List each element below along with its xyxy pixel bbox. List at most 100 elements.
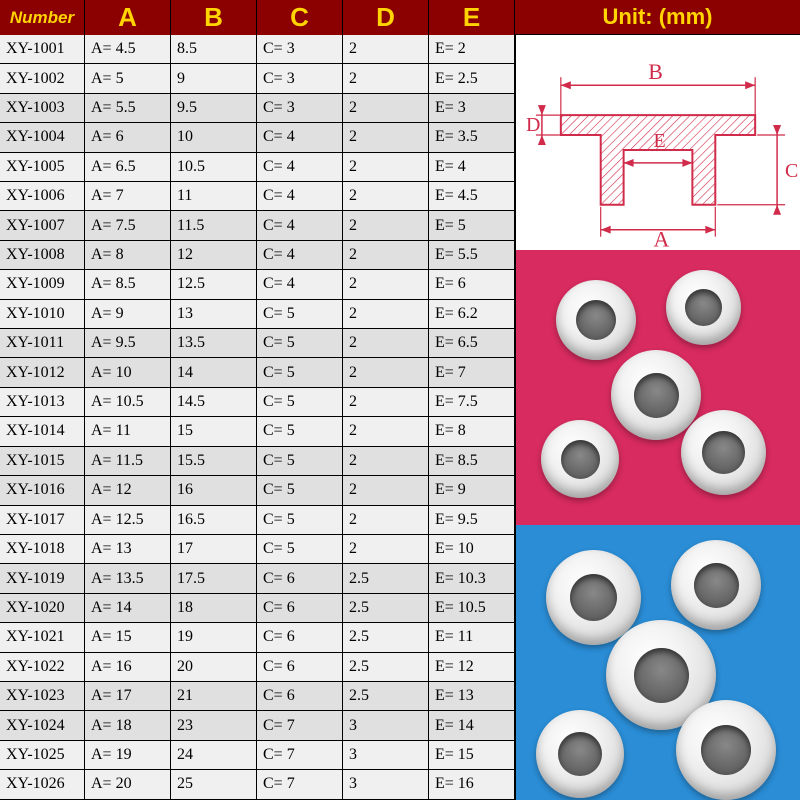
cell-number: XY-1007 xyxy=(0,211,85,240)
cell-b: 19 xyxy=(171,623,257,652)
cell-d: 3 xyxy=(343,741,429,770)
cell-c: C= 4 xyxy=(257,211,343,240)
cell-d: 2 xyxy=(343,241,429,270)
cell-e: E= 7 xyxy=(429,358,515,387)
cell-c: C= 5 xyxy=(257,417,343,446)
cell-c: C= 6 xyxy=(257,564,343,593)
table-row: XY-1006A= 711C= 42E= 4.5 xyxy=(0,182,515,211)
cell-c: C= 3 xyxy=(257,94,343,123)
grommet-icon xyxy=(676,700,776,800)
table-row: XY-1001A= 4.58.5C= 32E= 2 xyxy=(0,35,515,64)
cell-a: A= 12 xyxy=(85,476,171,505)
table-row: XY-1017A= 12.516.5C= 52E= 9.5 xyxy=(0,506,515,535)
cell-a: A= 6 xyxy=(85,123,171,152)
unit-label: Unit: (mm) xyxy=(515,0,800,35)
cell-c: C= 4 xyxy=(257,241,343,270)
cell-d: 3 xyxy=(343,770,429,799)
cell-a: A= 16 xyxy=(85,653,171,682)
header-col-c: C xyxy=(257,0,343,35)
cell-b: 12 xyxy=(171,241,257,270)
table-row: XY-1020A= 1418C= 62.5E= 10.5 xyxy=(0,594,515,623)
cell-d: 2 xyxy=(343,182,429,211)
cell-d: 2.5 xyxy=(343,594,429,623)
table-row: XY-1019A= 13.517.5C= 62.5E= 10.3 xyxy=(0,564,515,593)
cell-e: E= 9.5 xyxy=(429,506,515,535)
cell-c: C= 5 xyxy=(257,447,343,476)
cell-a: A= 13 xyxy=(85,535,171,564)
cell-c: C= 3 xyxy=(257,64,343,93)
cell-c: C= 7 xyxy=(257,741,343,770)
cell-a: A= 15 xyxy=(85,623,171,652)
cell-e: E= 7.5 xyxy=(429,388,515,417)
cell-e: E= 8 xyxy=(429,417,515,446)
cell-e: E= 16 xyxy=(429,770,515,799)
cell-a: A= 14 xyxy=(85,594,171,623)
table-row: XY-1011A= 9.513.5C= 52E= 6.5 xyxy=(0,329,515,358)
cell-a: A= 10.5 xyxy=(85,388,171,417)
cell-d: 2 xyxy=(343,94,429,123)
grommet-icon xyxy=(556,280,636,360)
cell-c: C= 5 xyxy=(257,535,343,564)
cell-b: 20 xyxy=(171,653,257,682)
cell-e: E= 10.3 xyxy=(429,564,515,593)
table-row: XY-1002A= 59C= 32E= 2.5 xyxy=(0,64,515,93)
cell-number: XY-1015 xyxy=(0,447,85,476)
header-col-b: B xyxy=(171,0,257,35)
cell-number: XY-1017 xyxy=(0,506,85,535)
cell-e: E= 10.5 xyxy=(429,594,515,623)
cell-a: A= 7.5 xyxy=(85,211,171,240)
cell-c: C= 4 xyxy=(257,270,343,299)
cell-b: 10 xyxy=(171,123,257,152)
cell-number: XY-1026 xyxy=(0,770,85,799)
table-row: XY-1016A= 1216C= 52E= 9 xyxy=(0,476,515,505)
cell-d: 2.5 xyxy=(343,623,429,652)
cell-d: 2 xyxy=(343,153,429,182)
cell-a: A= 19 xyxy=(85,741,171,770)
cell-e: E= 4 xyxy=(429,153,515,182)
diagram-label-c: C xyxy=(785,160,798,182)
cell-a: A= 5.5 xyxy=(85,94,171,123)
cell-number: XY-1004 xyxy=(0,123,85,152)
cell-d: 2 xyxy=(343,417,429,446)
cell-number: XY-1014 xyxy=(0,417,85,446)
cell-e: E= 14 xyxy=(429,711,515,740)
cell-a: A= 9 xyxy=(85,300,171,329)
cell-number: XY-1019 xyxy=(0,564,85,593)
table-row: XY-1015A= 11.515.5C= 52E= 8.5 xyxy=(0,447,515,476)
cell-d: 2 xyxy=(343,270,429,299)
diagram-label-b: B xyxy=(648,59,663,84)
table-row: XY-1021A= 1519C= 62.5E= 11 xyxy=(0,623,515,652)
cell-e: E= 9 xyxy=(429,476,515,505)
header-col-d: D xyxy=(343,0,429,35)
header-col-a: A xyxy=(85,0,171,35)
cell-b: 23 xyxy=(171,711,257,740)
cell-number: XY-1001 xyxy=(0,35,85,64)
grommet-icon xyxy=(536,710,624,798)
cell-c: C= 6 xyxy=(257,594,343,623)
cell-c: C= 6 xyxy=(257,653,343,682)
cell-c: C= 3 xyxy=(257,35,343,64)
cell-d: 2 xyxy=(343,64,429,93)
cell-d: 2 xyxy=(343,447,429,476)
cell-c: C= 7 xyxy=(257,770,343,799)
cell-d: 2 xyxy=(343,300,429,329)
diagram-label-d: D xyxy=(526,114,540,136)
cell-b: 11.5 xyxy=(171,211,257,240)
cell-number: XY-1005 xyxy=(0,153,85,182)
table-row: XY-1014A= 1115C= 52E= 8 xyxy=(0,417,515,446)
cell-number: XY-1013 xyxy=(0,388,85,417)
cell-b: 11 xyxy=(171,182,257,211)
product-photo-blue xyxy=(515,525,800,800)
grommet-icon xyxy=(681,410,766,495)
table-row: XY-1024A= 1823C= 73E= 14 xyxy=(0,711,515,740)
cell-e: E= 4.5 xyxy=(429,182,515,211)
cell-a: A= 9.5 xyxy=(85,329,171,358)
cell-number: XY-1023 xyxy=(0,682,85,711)
cell-c: C= 4 xyxy=(257,182,343,211)
table-row: XY-1013A= 10.514.5C= 52E= 7.5 xyxy=(0,388,515,417)
cell-c: C= 6 xyxy=(257,623,343,652)
cell-b: 14.5 xyxy=(171,388,257,417)
cell-d: 2.5 xyxy=(343,653,429,682)
cell-d: 2 xyxy=(343,506,429,535)
cell-d: 2 xyxy=(343,329,429,358)
